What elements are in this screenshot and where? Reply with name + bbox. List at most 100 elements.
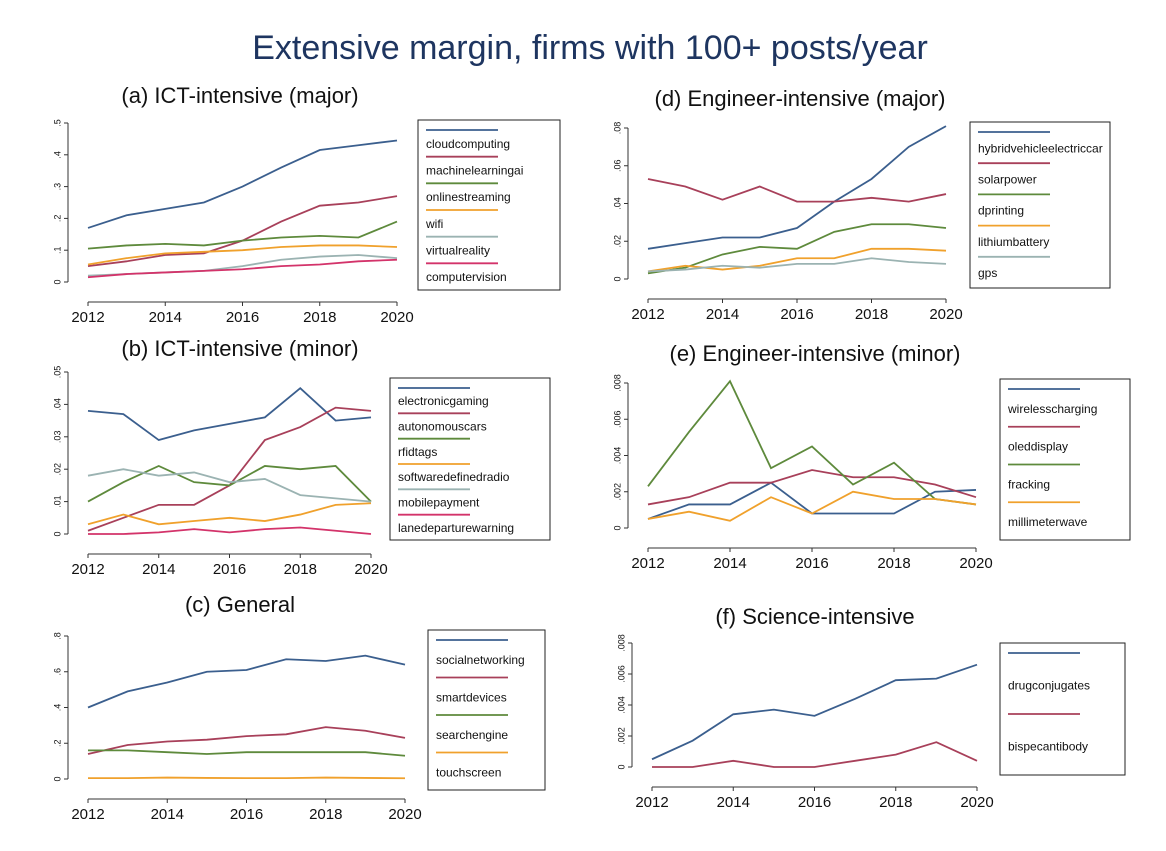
legend-label: millimeterwave — [1008, 515, 1088, 529]
x-tick-label: 2014 — [149, 309, 182, 326]
legend-label: bispecantibody — [1008, 740, 1088, 754]
legend-label: autonomouscars — [398, 419, 487, 433]
legend-label: electronicgaming — [398, 394, 489, 408]
y-tick-label: .006 — [616, 665, 626, 683]
series-line — [88, 749, 406, 757]
x-tick-label: 2012 — [635, 794, 668, 811]
legend-label: dprinting — [978, 204, 1024, 218]
y-tick-label: .08 — [612, 122, 622, 135]
series-line — [647, 379, 977, 506]
y-tick-label: .006 — [612, 410, 622, 428]
x-tick-label: 2016 — [230, 806, 263, 823]
y-tick-label: .05 — [52, 366, 62, 379]
x-tick-label: 2018 — [284, 561, 317, 578]
panel-title: (c) General — [185, 592, 295, 617]
x-tick-label: 2014 — [142, 561, 175, 578]
y-tick-label: .004 — [616, 696, 626, 714]
x-tick-label: 2020 — [960, 794, 993, 811]
legend-box — [999, 642, 1126, 776]
x-tick-label: 2018 — [877, 555, 910, 572]
y-tick-label: .6 — [52, 668, 62, 676]
legend-label: lanedeparturewarning — [398, 521, 514, 535]
series-line — [87, 464, 372, 503]
panel-title: (f) Science-intensive — [715, 604, 914, 629]
x-tick-label: 2014 — [713, 555, 746, 572]
series-line — [87, 244, 398, 266]
x-tick-label: 2016 — [780, 306, 813, 323]
legend-label: gps — [978, 266, 997, 280]
y-tick-label: .04 — [612, 197, 622, 210]
legend-label: solarpower — [978, 173, 1037, 187]
x-tick-label: 2012 — [71, 806, 104, 823]
series-line — [647, 223, 947, 275]
y-tick-label: 0 — [612, 525, 622, 530]
legend-label: fracking — [1008, 477, 1050, 491]
panel-title: (d) Engineer-intensive (major) — [655, 86, 946, 111]
legend-label: cloudcomputing — [426, 137, 510, 151]
series-line — [647, 178, 947, 203]
series-line — [87, 654, 406, 709]
panel-title: (b) ICT-intensive (minor) — [121, 336, 358, 361]
x-tick-label: 2016 — [795, 555, 828, 572]
series-line — [87, 258, 398, 279]
y-tick-label: .02 — [612, 235, 622, 248]
panel-title: (a) ICT-intensive (major) — [121, 83, 358, 108]
y-tick-label: .5 — [52, 119, 62, 127]
x-tick-label: 2016 — [798, 794, 831, 811]
legend-label: onlinestreaming — [426, 190, 511, 204]
x-tick-label: 2018 — [855, 306, 888, 323]
y-tick-label: 0 — [52, 279, 62, 284]
series-line — [651, 663, 978, 761]
series-line — [88, 776, 406, 780]
x-tick-label: 2016 — [226, 309, 259, 326]
x-tick-label: 2014 — [717, 794, 750, 811]
series-line — [87, 468, 372, 503]
x-tick-label: 2016 — [213, 561, 246, 578]
series-line — [88, 526, 372, 535]
y-tick-label: .03 — [52, 431, 62, 444]
y-tick-label: 0 — [616, 764, 626, 769]
y-tick-label: .008 — [616, 634, 626, 652]
legend-label: virtualreality — [426, 244, 490, 258]
y-tick-label: 0 — [612, 276, 622, 281]
series-line — [87, 220, 398, 250]
legend-label: socialnetworking — [436, 653, 525, 667]
figure-title: Extensive margin, firms with 100+ posts/… — [252, 29, 928, 67]
legend-label: machinelearningai — [426, 164, 523, 178]
x-tick-label: 2012 — [631, 306, 664, 323]
panel-title: (e) Engineer-intensive (minor) — [670, 341, 961, 366]
legend-label: mobilepayment — [398, 495, 480, 509]
y-tick-label: .008 — [612, 374, 622, 392]
legend-label: softwaredefinedradio — [398, 470, 510, 484]
legend-box — [389, 377, 551, 541]
x-tick-label: 2020 — [354, 561, 387, 578]
series-line — [652, 741, 978, 768]
y-tick-label: .06 — [612, 159, 622, 172]
x-tick-label: 2012 — [631, 555, 664, 572]
x-tick-label: 2018 — [303, 309, 336, 326]
series-line — [647, 490, 977, 522]
y-tick-label: .002 — [612, 483, 622, 501]
legend-box — [417, 119, 561, 291]
legend-label: touchscreen — [436, 765, 501, 779]
y-tick-label: .01 — [52, 495, 62, 508]
x-tick-label: 2018 — [879, 794, 912, 811]
legend-label: drugconjugates — [1008, 679, 1090, 693]
legend-box — [969, 121, 1111, 289]
x-tick-label: 2012 — [71, 561, 104, 578]
y-tick-label: .02 — [52, 463, 62, 476]
series-line — [87, 502, 372, 526]
legend-label: rfidtags — [398, 445, 437, 459]
y-tick-label: 0 — [52, 776, 62, 781]
x-tick-label: 2020 — [380, 309, 413, 326]
legend-label: smartdevices — [436, 690, 507, 704]
x-tick-label: 2018 — [309, 806, 342, 823]
y-tick-label: .2 — [52, 739, 62, 747]
x-tick-label: 2020 — [959, 555, 992, 572]
series-line — [647, 125, 947, 250]
x-tick-label: 2012 — [71, 309, 104, 326]
y-tick-label: 0 — [52, 531, 62, 536]
x-tick-label: 2014 — [706, 306, 739, 323]
